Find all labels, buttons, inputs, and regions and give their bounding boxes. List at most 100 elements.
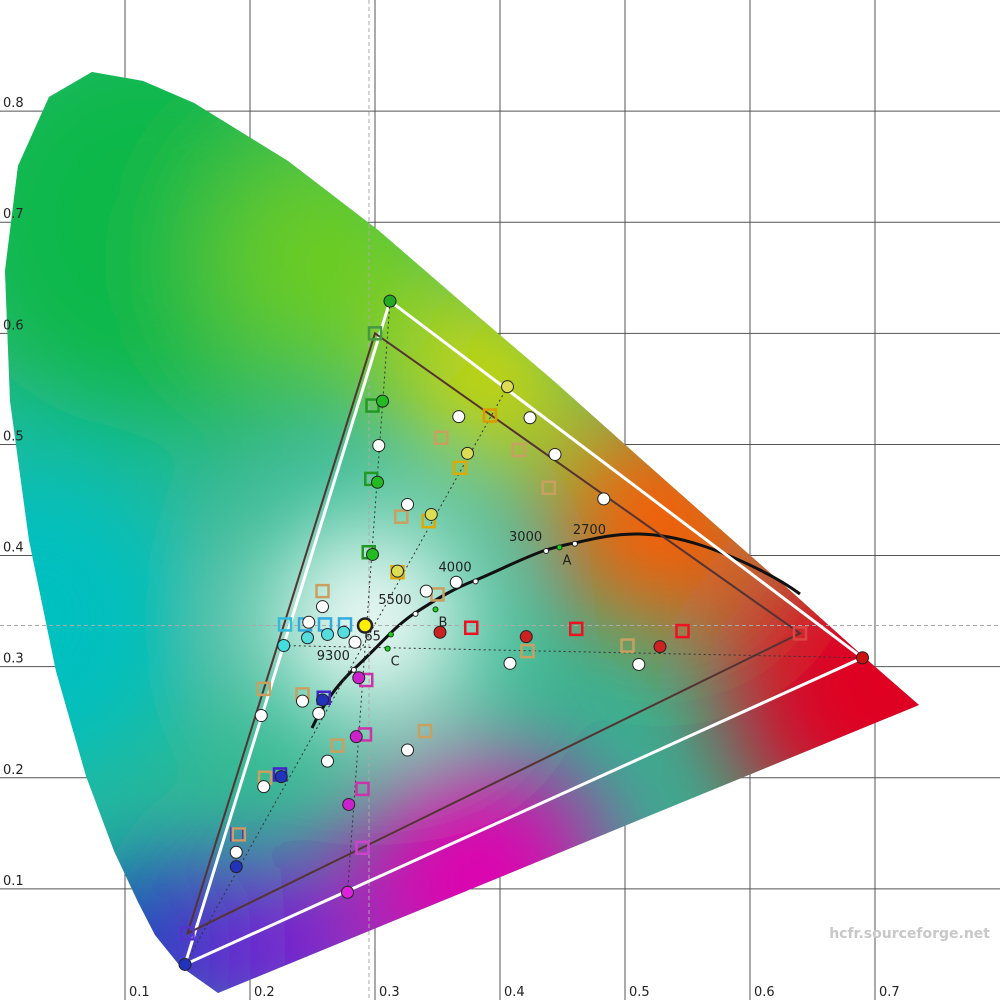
measured-marker bbox=[424, 507, 438, 521]
measured-marker bbox=[301, 631, 314, 645]
x-tick-label: 0.4 bbox=[504, 985, 525, 1000]
x-tick-label: 0.3 bbox=[379, 985, 400, 1000]
measured-marker bbox=[371, 475, 384, 489]
y-tick-label: 0.7 bbox=[3, 207, 24, 222]
reference-marker bbox=[792, 626, 808, 641]
reference-marker bbox=[464, 620, 479, 636]
measured-marker bbox=[856, 651, 869, 665]
measured-marker bbox=[653, 640, 667, 654]
measured-marker bbox=[296, 694, 309, 708]
cct-point bbox=[472, 578, 479, 585]
measured-marker bbox=[419, 584, 433, 598]
reference-marker bbox=[569, 621, 584, 637]
x-tick-label: 0.7 bbox=[879, 985, 900, 1000]
reference-marker bbox=[482, 408, 498, 423]
x-tick-label: 0.1 bbox=[129, 985, 150, 1000]
cct-point bbox=[412, 610, 419, 617]
measured-marker bbox=[277, 639, 291, 653]
measured-marker bbox=[501, 380, 514, 394]
measured-marker bbox=[391, 564, 404, 578]
cct-label: 2700 bbox=[573, 523, 606, 538]
reference-marker bbox=[394, 509, 409, 524]
measured-marker bbox=[229, 860, 243, 874]
y-tick-label: 0.1 bbox=[3, 874, 24, 889]
measured-marker bbox=[401, 743, 414, 757]
cct-label: 3000 bbox=[509, 530, 542, 545]
reference-marker bbox=[180, 926, 195, 941]
measured-marker bbox=[632, 657, 646, 671]
reference-marker bbox=[675, 623, 690, 639]
reference-marker bbox=[520, 643, 535, 659]
illuminant-label: C bbox=[391, 655, 400, 670]
reference-marker bbox=[355, 840, 370, 856]
measured-marker bbox=[366, 547, 379, 561]
cct-label: 5500 bbox=[378, 593, 411, 608]
measured-marker bbox=[597, 492, 611, 506]
measured-marker bbox=[372, 439, 386, 453]
x-tick-label: 0.5 bbox=[629, 985, 650, 1000]
reference-marker bbox=[541, 480, 556, 496]
illuminant-label: 65 bbox=[364, 629, 381, 644]
gamut-triangle bbox=[185, 331, 802, 936]
y-tick-label: 0.4 bbox=[3, 541, 24, 556]
measured-marker bbox=[178, 957, 192, 971]
measured-marker bbox=[356, 617, 374, 634]
measured-marker bbox=[519, 630, 533, 644]
measured-marker bbox=[452, 410, 466, 424]
measured-marker bbox=[352, 671, 366, 685]
cct-label: 4000 bbox=[439, 560, 472, 575]
complement-line bbox=[283, 645, 863, 659]
measured-marker bbox=[274, 770, 288, 784]
cct-label: 9300 bbox=[317, 649, 350, 664]
illuminant-point bbox=[384, 645, 391, 652]
cct-point bbox=[350, 666, 357, 673]
y-tick-label: 0.3 bbox=[3, 652, 24, 667]
y-tick-label: 0.5 bbox=[3, 429, 24, 444]
reference-marker bbox=[330, 738, 345, 753]
reference-marker bbox=[511, 442, 526, 458]
measured-marker bbox=[321, 754, 334, 768]
measured-marker bbox=[302, 615, 316, 629]
measured-marker bbox=[449, 575, 463, 589]
measured-marker bbox=[316, 600, 329, 614]
measured-marker bbox=[461, 446, 474, 460]
y-tick-label: 0.2 bbox=[3, 763, 24, 778]
illuminant-point bbox=[556, 544, 563, 551]
measured-marker bbox=[254, 709, 268, 723]
reference-marker bbox=[315, 583, 330, 599]
measured-marker bbox=[433, 625, 447, 639]
measured-marker bbox=[503, 656, 517, 670]
measured-marker bbox=[348, 635, 362, 649]
measured-marker bbox=[312, 706, 326, 720]
reference-marker bbox=[355, 781, 370, 797]
y-tick-label: 0.6 bbox=[3, 318, 24, 333]
reference-marker bbox=[452, 460, 468, 476]
x-tick-label: 0.2 bbox=[254, 985, 275, 1000]
reference-marker bbox=[434, 430, 449, 446]
measured-marker bbox=[349, 730, 363, 744]
measured-marker bbox=[337, 625, 351, 639]
cct-point bbox=[571, 540, 578, 547]
reference-marker bbox=[367, 326, 383, 341]
reference-marker bbox=[256, 681, 271, 697]
measured-marker bbox=[341, 885, 354, 899]
reference-marker bbox=[231, 827, 246, 842]
measured-marker bbox=[376, 394, 389, 408]
complement-line bbox=[347, 301, 391, 893]
reference-marker bbox=[417, 723, 433, 739]
measured-marker bbox=[383, 294, 397, 308]
watermark: hcfr.sourceforge.net bbox=[829, 926, 990, 942]
x-tick-label: 0.6 bbox=[754, 985, 775, 1000]
measured-marker bbox=[548, 447, 562, 461]
reference-marker bbox=[620, 638, 635, 653]
illuminant-label: B bbox=[439, 615, 448, 630]
reference-marker bbox=[277, 617, 293, 632]
measured-marker bbox=[523, 411, 537, 425]
measured-marker bbox=[316, 693, 329, 707]
measured-marker bbox=[342, 797, 356, 811]
illuminant-point bbox=[387, 631, 394, 638]
cct-point bbox=[543, 548, 550, 554]
